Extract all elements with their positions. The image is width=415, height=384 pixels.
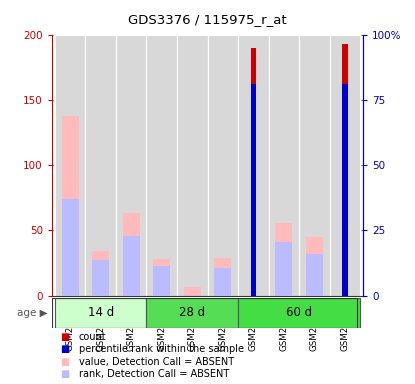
Text: age ▶: age ▶ xyxy=(17,308,48,318)
Bar xyxy=(123,214,139,296)
Bar xyxy=(269,35,299,296)
Bar xyxy=(306,254,323,296)
Bar xyxy=(55,298,146,328)
Bar xyxy=(276,242,292,296)
Bar xyxy=(153,266,170,296)
Bar xyxy=(153,259,170,296)
Text: ■: ■ xyxy=(60,369,69,379)
Text: 14 d: 14 d xyxy=(88,306,114,319)
Bar xyxy=(146,298,238,328)
Bar xyxy=(62,199,78,296)
Bar xyxy=(92,260,109,296)
Bar xyxy=(251,48,256,296)
Bar xyxy=(146,35,177,296)
Bar xyxy=(276,223,292,296)
Bar xyxy=(92,251,109,296)
Bar xyxy=(85,35,116,296)
Bar xyxy=(238,35,269,296)
Text: count: count xyxy=(79,332,107,342)
Text: percentile rank within the sample: percentile rank within the sample xyxy=(79,344,244,354)
Bar xyxy=(116,35,146,296)
Bar xyxy=(215,258,231,296)
Text: 28 d: 28 d xyxy=(179,306,205,319)
Bar xyxy=(55,35,85,296)
Text: ■: ■ xyxy=(60,344,69,354)
Text: ■: ■ xyxy=(60,357,69,367)
Bar xyxy=(208,35,238,296)
Bar xyxy=(342,44,348,296)
Text: rank, Detection Call = ABSENT: rank, Detection Call = ABSENT xyxy=(79,369,229,379)
Bar xyxy=(342,84,348,296)
Bar xyxy=(306,237,323,296)
Bar xyxy=(184,286,200,296)
Bar xyxy=(215,268,231,296)
Bar xyxy=(330,35,360,296)
Text: value, Detection Call = ABSENT: value, Detection Call = ABSENT xyxy=(79,357,234,367)
Bar xyxy=(299,35,330,296)
Bar xyxy=(123,236,139,296)
Bar xyxy=(251,84,256,296)
Text: ■: ■ xyxy=(60,332,69,342)
Text: 60 d: 60 d xyxy=(286,306,312,319)
Bar xyxy=(62,116,78,296)
Bar xyxy=(238,298,360,328)
Bar xyxy=(177,35,208,296)
Text: GDS3376 / 115975_r_at: GDS3376 / 115975_r_at xyxy=(128,13,287,26)
